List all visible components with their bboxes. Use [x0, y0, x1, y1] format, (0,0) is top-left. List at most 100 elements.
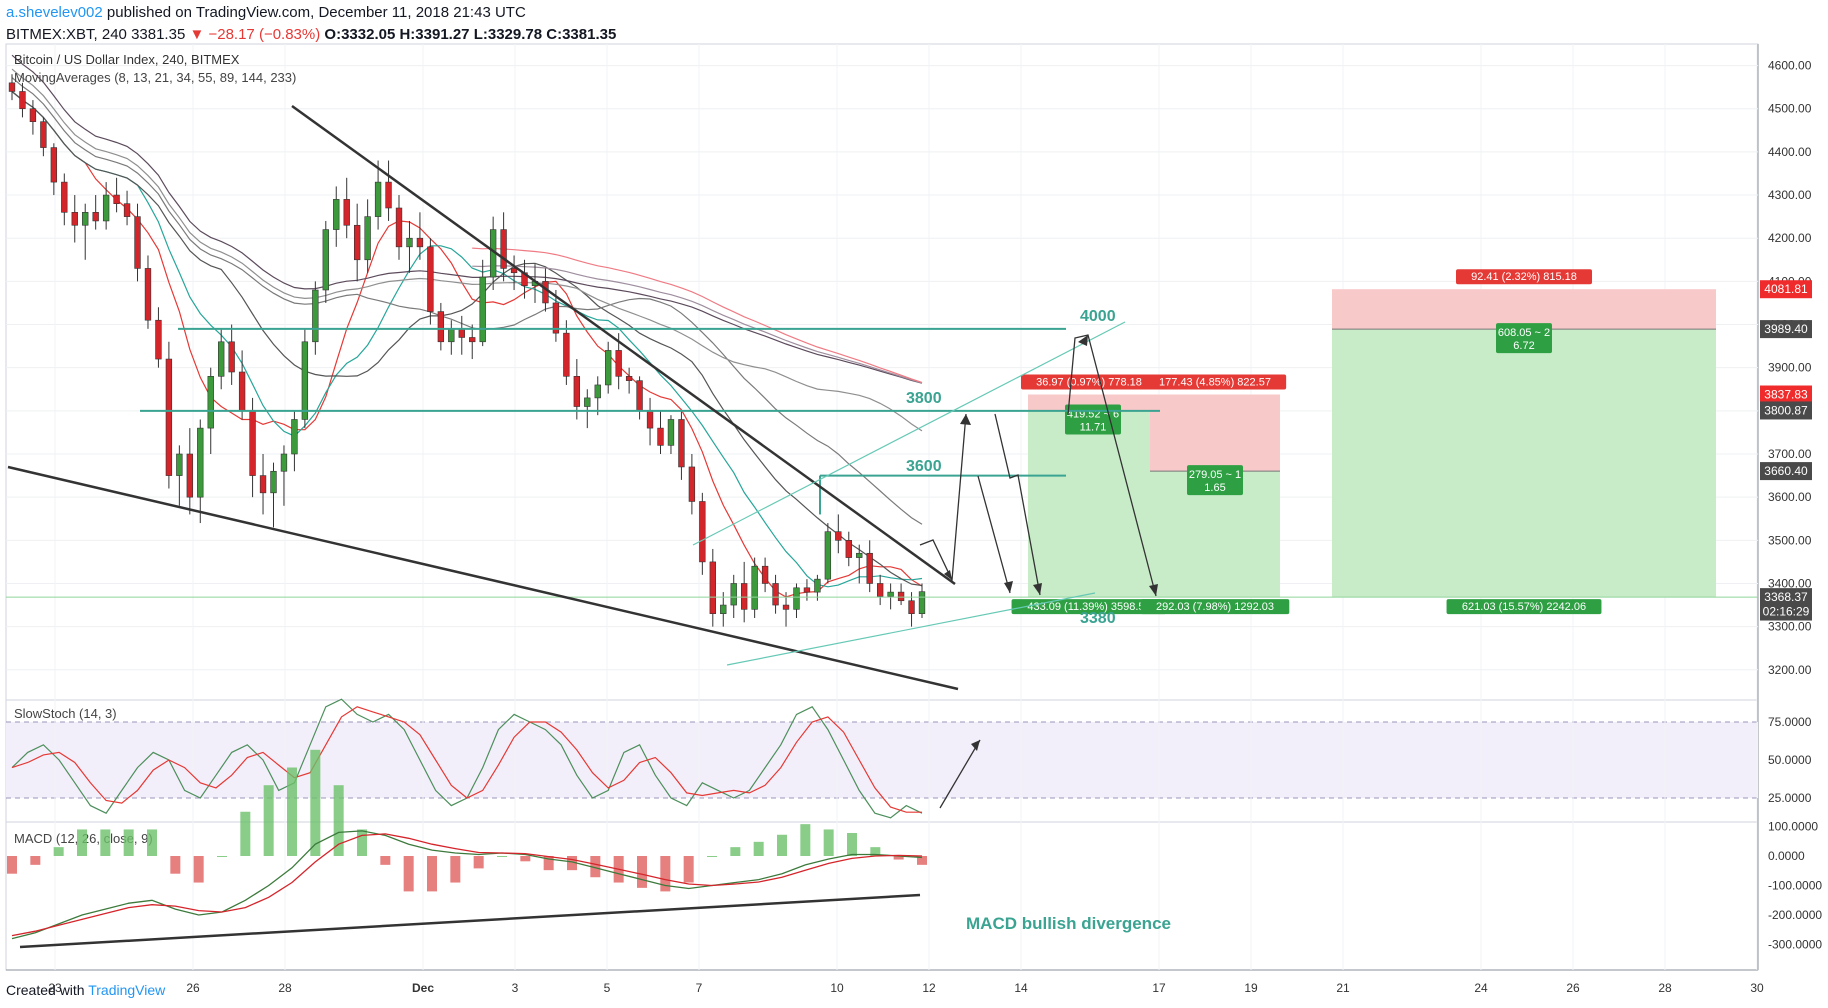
price-tick-label: 4400.00	[1768, 145, 1812, 159]
candle	[186, 428, 193, 515]
channel-lower-line[interactable]	[726, 592, 1096, 666]
candle-body	[322, 229, 329, 291]
candle-body	[646, 410, 654, 429]
target-label-box	[1140, 599, 1290, 615]
candle	[897, 583, 905, 606]
candle-body	[8, 82, 16, 92]
candle	[333, 186, 340, 247]
stoch-band	[6, 722, 1758, 798]
time-tick-label: 5	[604, 981, 611, 995]
ma-line-ma34	[11, 77, 923, 525]
author-link[interactable]: a.shevelev002	[6, 4, 103, 21]
macd-histogram-bar	[800, 824, 811, 856]
candle	[427, 238, 434, 325]
target-label: 621.03 (15.57%) 2242.06	[1462, 601, 1586, 613]
candle	[657, 410, 664, 454]
candle	[741, 561, 748, 623]
price-tick-label: 3500.00	[1768, 533, 1812, 547]
macd-histogram-bar	[30, 856, 41, 865]
price-tag-label: 3800.87	[1764, 403, 1808, 417]
price-tick-label: 3700.00	[1768, 447, 1812, 461]
low-value: L:3329.78	[473, 26, 543, 43]
price-tag-box	[1760, 588, 1812, 607]
stoch-d-line	[11, 706, 922, 813]
candle	[40, 117, 47, 157]
candle	[259, 454, 267, 515]
descending-support-line[interactable]	[7, 465, 959, 691]
candle-body	[123, 203, 131, 217]
candle-body	[19, 91, 26, 110]
candle	[709, 548, 716, 627]
candle	[584, 389, 591, 429]
macd-line	[11, 830, 923, 940]
candle-body	[699, 501, 706, 563]
candle-body	[29, 108, 37, 122]
chart-header: a.shevelev002 published on TradingView.c…	[6, 2, 1806, 46]
macd-histogram-bar	[53, 847, 64, 856]
channel-upper-line[interactable]	[692, 321, 1126, 546]
candle-body	[479, 276, 486, 343]
stop-area	[1332, 289, 1716, 330]
level-4000-label: 4000	[1080, 308, 1116, 325]
candle-body	[333, 199, 340, 230]
ratio-value: 1.65	[1204, 482, 1225, 494]
candle-body	[678, 419, 685, 468]
stop-label-box	[1021, 374, 1157, 390]
ratio-value: 11.71	[1080, 421, 1107, 433]
candle-body	[259, 475, 267, 494]
ma-line-ma89	[11, 54, 923, 384]
candle	[552, 290, 560, 342]
candle	[793, 583, 800, 618]
tradingview-logo-text[interactable]: TradingView	[88, 982, 166, 998]
candle-body	[197, 427, 204, 498]
macd-histogram-bar	[730, 847, 741, 856]
candle	[406, 220, 413, 273]
candle	[667, 415, 675, 454]
candle	[521, 259, 528, 299]
time-tick-label: 14	[1014, 981, 1028, 995]
candle	[270, 462, 277, 528]
candle	[416, 212, 424, 260]
candle-body	[218, 341, 225, 377]
macd-tick-label: 100.0000	[1768, 820, 1818, 834]
candle	[448, 320, 455, 355]
stop-label-box	[1456, 269, 1592, 285]
last-price: 3381.35	[131, 26, 186, 43]
candle	[469, 324, 476, 360]
time-tick-label: 26	[186, 981, 200, 995]
candle-body	[437, 311, 445, 343]
candle-body	[615, 350, 622, 377]
candle	[563, 320, 570, 385]
candle	[50, 143, 58, 196]
candle	[82, 203, 89, 260]
time-tick-label: 17	[1152, 981, 1166, 995]
candle-body	[500, 229, 507, 269]
candle	[8, 74, 16, 101]
level-3800-label: 3800	[906, 390, 942, 407]
candle	[510, 255, 518, 290]
candle-body	[814, 578, 821, 593]
candle	[688, 454, 696, 515]
candle-body	[625, 376, 633, 381]
stop-label: 177.43 (4.85%) 822.57	[1159, 377, 1271, 389]
macd-divergence-line[interactable]	[19, 893, 921, 949]
macd-lines	[7, 749, 927, 940]
macd-histogram-bar	[380, 856, 391, 865]
macd-histogram-bar	[473, 856, 484, 869]
position-zone: 177.43 (4.85%) 822.57 279.05 ~ 11.65 292.0…	[1140, 374, 1290, 615]
time-tick-label: 10	[830, 981, 844, 995]
descending-resistance-line[interactable]	[291, 104, 956, 586]
candle	[197, 419, 204, 524]
time-tick-label: 24	[1474, 981, 1488, 995]
candle	[374, 160, 382, 230]
candle	[814, 574, 821, 601]
candle	[364, 199, 371, 273]
macd-histogram-bar	[543, 856, 554, 871]
candle	[291, 410, 298, 472]
candle	[625, 367, 633, 394]
candle-body	[636, 380, 643, 412]
candle-body	[176, 453, 183, 476]
level-3380-label: 3380	[1080, 610, 1116, 627]
candle	[113, 177, 120, 213]
